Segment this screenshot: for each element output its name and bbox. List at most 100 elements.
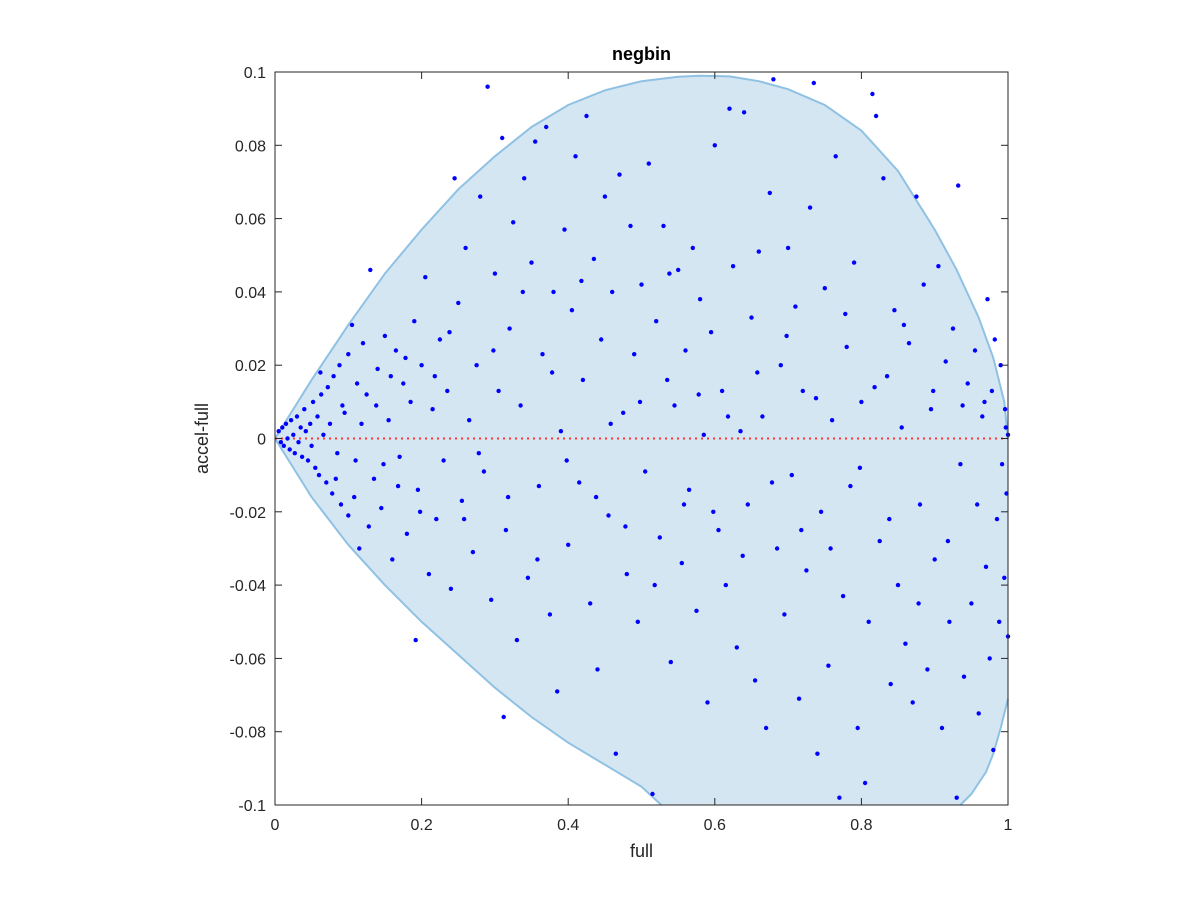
data-point <box>661 223 666 229</box>
data-point <box>697 297 703 302</box>
data-point <box>837 795 842 800</box>
data-point <box>423 275 428 280</box>
data-point <box>667 271 672 276</box>
data-point <box>676 267 681 273</box>
data-point <box>374 403 379 408</box>
data-point <box>577 480 582 485</box>
data-point <box>686 487 692 492</box>
data-point <box>340 403 345 408</box>
data-point <box>690 245 695 251</box>
data-point <box>652 582 657 588</box>
data-point <box>285 436 290 441</box>
data-point <box>544 124 549 130</box>
data-point <box>448 586 454 591</box>
data-point <box>859 399 864 405</box>
data-point <box>569 308 575 313</box>
data-point <box>985 297 990 302</box>
data-point <box>741 110 747 115</box>
data-point <box>857 465 863 470</box>
data-point <box>533 139 538 144</box>
data-point <box>379 505 384 511</box>
data-point <box>555 689 560 694</box>
data-point <box>352 494 357 500</box>
data-point <box>514 637 520 643</box>
data-point <box>928 407 934 412</box>
data-point <box>947 619 952 624</box>
data-point <box>412 319 417 324</box>
data-point <box>492 271 498 276</box>
y-tick-label: -0.06 <box>230 651 267 668</box>
data-point <box>309 443 314 448</box>
data-point <box>650 791 655 797</box>
data-point <box>711 509 716 514</box>
data-point <box>299 454 305 459</box>
data-point <box>903 641 908 646</box>
data-point <box>549 370 555 375</box>
data-point <box>763 725 769 731</box>
data-points <box>276 77 1011 800</box>
data-point <box>338 502 344 507</box>
data-point <box>826 663 831 668</box>
data-point <box>621 410 626 415</box>
data-point <box>712 143 717 148</box>
data-point <box>505 494 511 500</box>
y-tick-label: 0.06 <box>235 212 266 229</box>
data-point <box>624 571 629 577</box>
data-point <box>851 260 857 265</box>
data-point <box>463 245 468 251</box>
data-point <box>393 348 399 353</box>
data-point <box>292 451 297 456</box>
data-point <box>639 282 644 287</box>
data-point <box>965 381 970 386</box>
data-point <box>843 311 848 317</box>
data-point <box>426 571 432 577</box>
data-point <box>745 502 750 507</box>
data-point <box>840 593 846 599</box>
data-point <box>305 458 311 463</box>
data-point <box>654 319 659 324</box>
data-point <box>931 388 936 394</box>
data-point <box>368 267 373 273</box>
x-tick-label: 0.2 <box>410 817 432 834</box>
data-point <box>566 542 571 547</box>
data-point <box>375 366 380 372</box>
data-point <box>767 190 772 196</box>
data-point <box>975 502 980 507</box>
data-point <box>877 538 882 544</box>
data-point <box>536 483 542 489</box>
data-point <box>349 322 355 328</box>
data-point <box>315 414 320 419</box>
data-point <box>496 388 501 394</box>
data-point <box>395 483 401 489</box>
data-point <box>591 256 597 262</box>
data-point <box>848 483 853 489</box>
data-point <box>785 245 791 251</box>
data-point <box>507 326 512 331</box>
data-point <box>547 612 553 617</box>
data-point <box>844 344 849 350</box>
data-point <box>459 498 465 503</box>
data-point <box>461 516 467 522</box>
data-point <box>564 458 569 463</box>
data-point <box>562 227 567 232</box>
data-point <box>503 527 509 533</box>
x-tick-label: 1 <box>1004 817 1013 834</box>
data-point <box>755 370 760 375</box>
data-point <box>364 392 369 397</box>
data-point <box>756 249 761 254</box>
data-point <box>419 363 424 368</box>
data-point <box>360 341 366 346</box>
data-point <box>434 516 439 522</box>
data-point <box>665 377 670 383</box>
data-point <box>474 363 479 368</box>
data-point <box>1002 407 1008 412</box>
data-point <box>866 619 871 624</box>
data-point <box>991 747 996 753</box>
data-point <box>1003 425 1008 430</box>
data-point <box>632 352 637 357</box>
y-tick-label: 0.1 <box>244 65 266 82</box>
data-point <box>321 432 326 437</box>
data-point <box>828 546 833 551</box>
data-point <box>916 601 921 606</box>
data-point <box>415 487 421 492</box>
